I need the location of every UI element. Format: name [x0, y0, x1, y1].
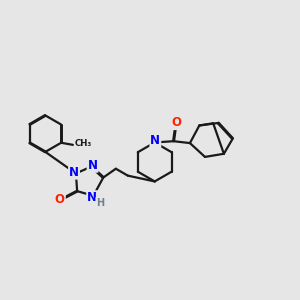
Text: N: N — [69, 166, 79, 179]
Text: O: O — [55, 193, 65, 206]
Text: CH₃: CH₃ — [74, 139, 92, 148]
Text: O: O — [172, 116, 182, 129]
Text: N: N — [150, 134, 160, 147]
Text: H: H — [96, 198, 104, 208]
Text: N: N — [87, 191, 97, 204]
Text: N: N — [88, 159, 98, 172]
